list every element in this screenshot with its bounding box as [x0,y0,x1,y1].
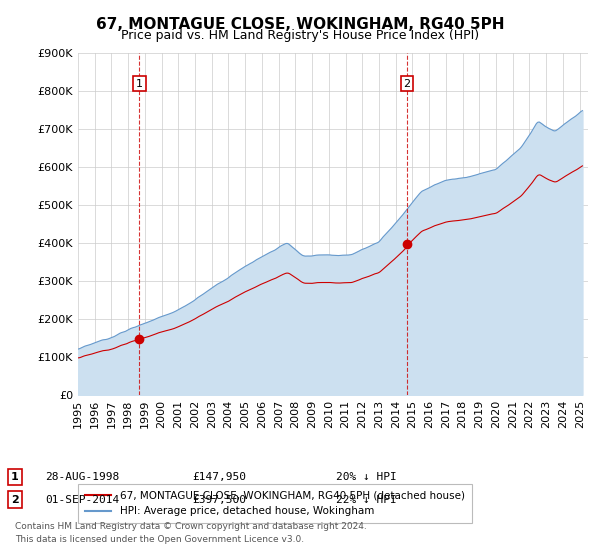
Text: This data is licensed under the Open Government Licence v3.0.: This data is licensed under the Open Gov… [15,535,304,544]
Text: 01-SEP-2014: 01-SEP-2014 [45,494,119,505]
Text: £397,500: £397,500 [192,494,246,505]
Text: 67, MONTAGUE CLOSE, WOKINGHAM, RG40 5PH: 67, MONTAGUE CLOSE, WOKINGHAM, RG40 5PH [96,17,504,32]
Text: £147,950: £147,950 [192,472,246,482]
Text: 1: 1 [136,78,143,88]
Text: 28-AUG-1998: 28-AUG-1998 [45,472,119,482]
Text: 1: 1 [11,472,19,482]
Text: Contains HM Land Registry data © Crown copyright and database right 2024.: Contains HM Land Registry data © Crown c… [15,522,367,531]
Legend: 67, MONTAGUE CLOSE, WOKINGHAM, RG40 5PH (detached house), HPI: Average price, de: 67, MONTAGUE CLOSE, WOKINGHAM, RG40 5PH … [78,484,472,524]
Text: 2: 2 [11,494,19,505]
Text: 22% ↓ HPI: 22% ↓ HPI [336,494,397,505]
Text: Price paid vs. HM Land Registry's House Price Index (HPI): Price paid vs. HM Land Registry's House … [121,29,479,42]
Text: 20% ↓ HPI: 20% ↓ HPI [336,472,397,482]
Text: 2: 2 [403,78,410,88]
